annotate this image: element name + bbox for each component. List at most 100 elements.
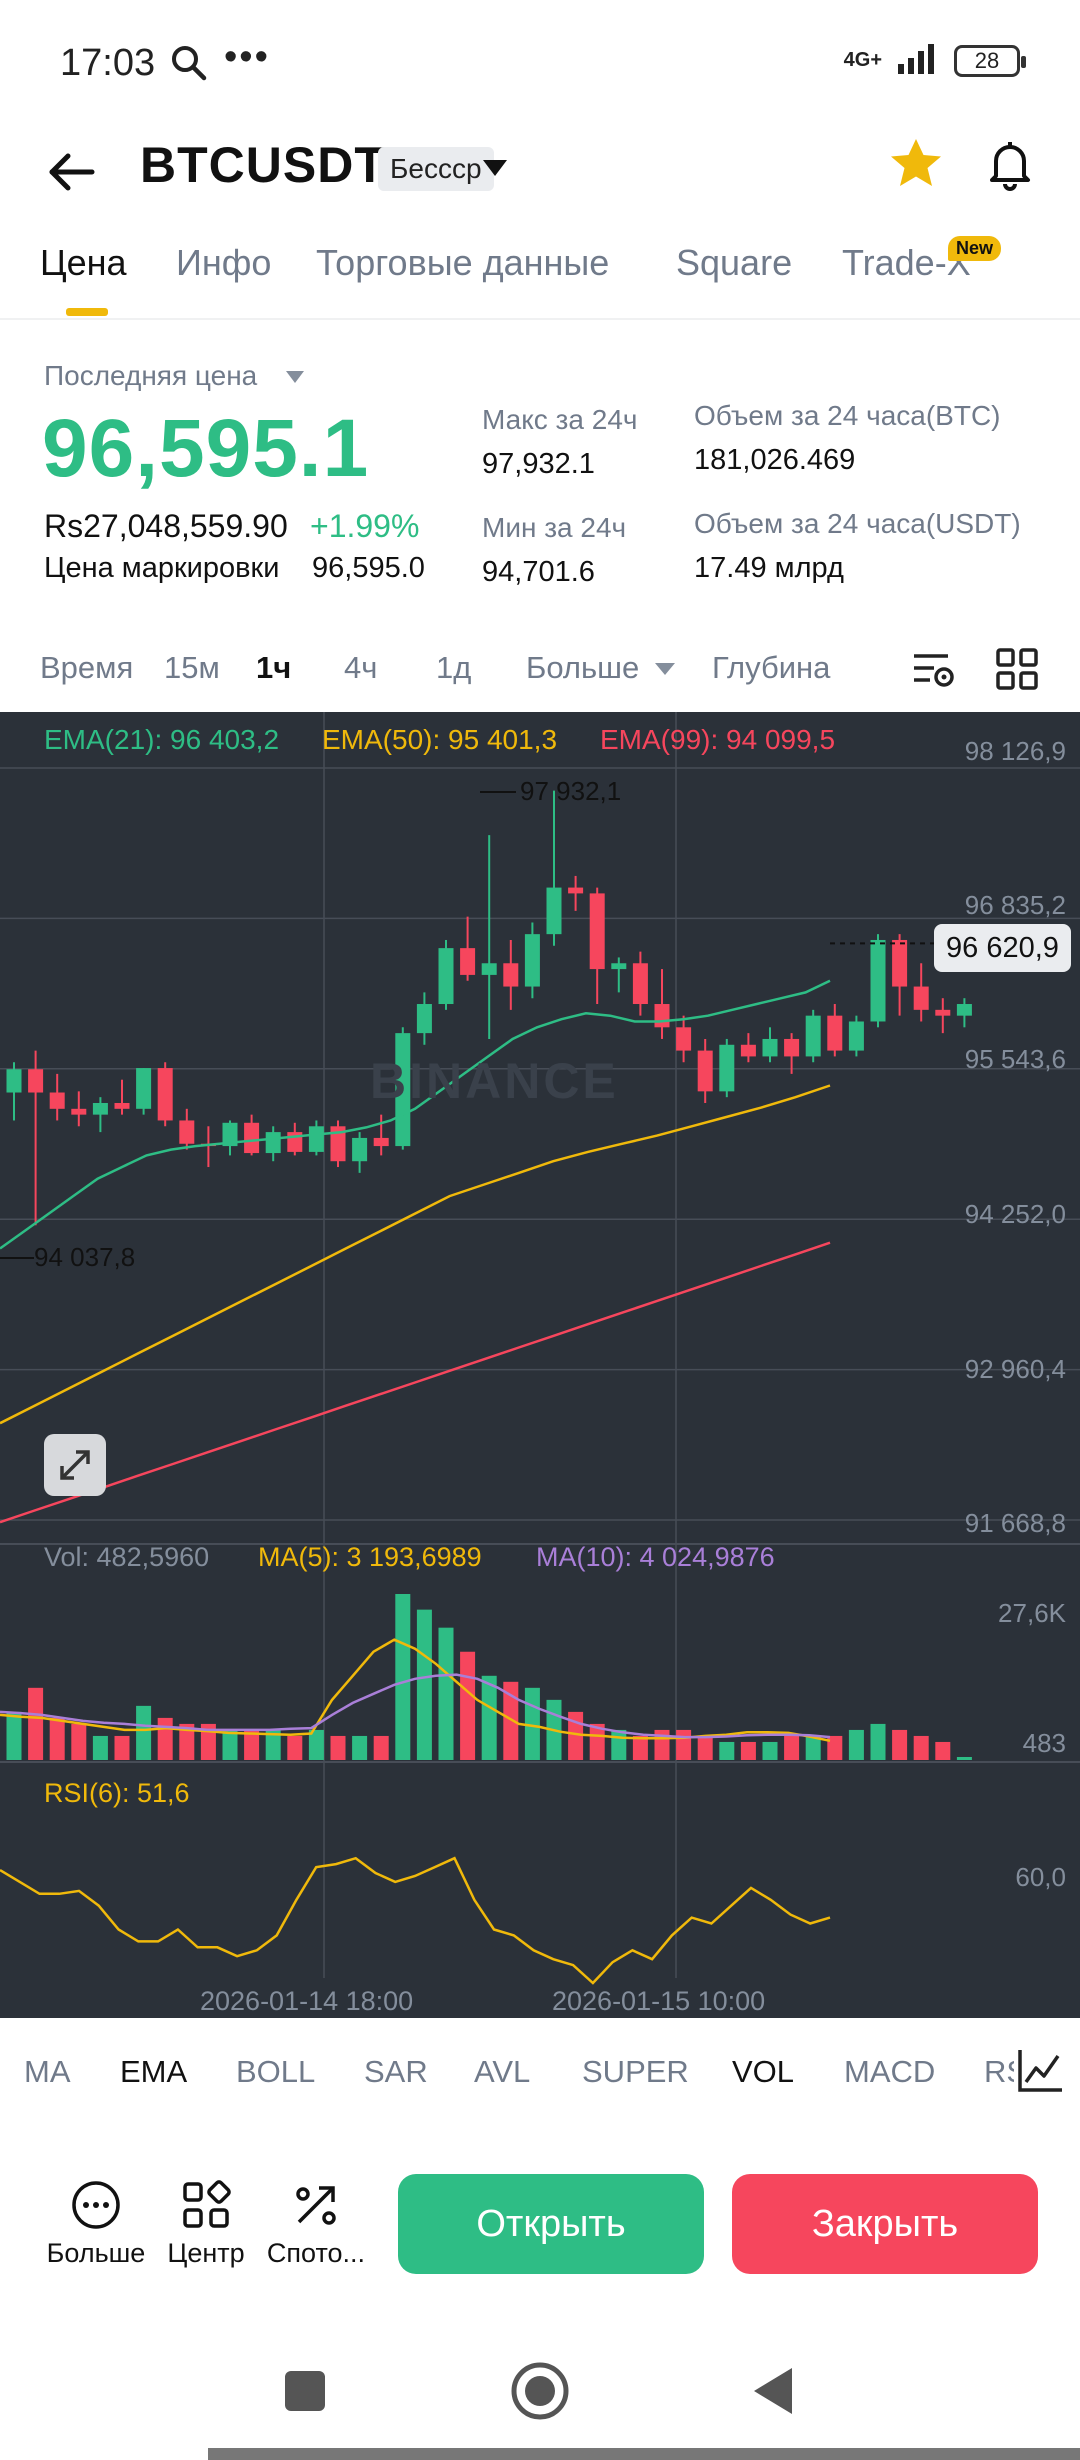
indicator-super[interactable]: SUPER <box>582 2054 689 2089</box>
indicator-vol[interactable]: VOL <box>732 2054 795 2089</box>
indicator-sar[interactable]: SAR <box>364 2054 428 2089</box>
tab-square[interactable]: Square <box>676 242 793 283</box>
interval-1h[interactable]: 1ч <box>256 650 292 685</box>
low-marker-label: 94 037,8 <box>34 1242 136 1272</box>
volume-bar <box>49 1717 65 1760</box>
spot-label: Спото... <box>266 2238 366 2268</box>
close-position-button[interactable]: Закрыть <box>732 2174 1038 2274</box>
volume-bar <box>179 1723 195 1760</box>
date-label: 2026-01-14 18:00 <box>200 1986 414 2016</box>
candle-body <box>913 986 929 1010</box>
more-dots-icon: ••• <box>224 36 270 78</box>
price-tick: 95 543,6 <box>964 1044 1066 1074</box>
indicator-macd[interactable]: MACD <box>844 2054 936 2089</box>
caret-down-icon <box>655 663 675 675</box>
volume-bar <box>114 1735 130 1760</box>
back-nav-button[interactable] <box>740 2356 810 2426</box>
volume-bar <box>892 1729 908 1760</box>
candle-body <box>956 1004 972 1016</box>
indicator-ma[interactable]: MA <box>24 2054 71 2089</box>
tab-trading-data[interactable]: Торговые данные <box>316 242 610 283</box>
indicator-settings-button[interactable] <box>1014 2044 1068 2098</box>
more-circle-icon <box>72 2181 120 2229</box>
volume-bar <box>330 1735 346 1760</box>
open-position-button[interactable]: Открыть <box>398 2174 704 2274</box>
local-currency-price: Rs27,048,559.90 <box>44 508 288 544</box>
symbol-title[interactable]: BTCUSDT <box>140 137 386 193</box>
indicator-avl[interactable]: AVL <box>474 2054 531 2089</box>
volume-bar <box>740 1741 756 1760</box>
favorite-button[interactable] <box>886 134 946 194</box>
volume-bar <box>157 1717 173 1760</box>
home-button[interactable] <box>505 2356 575 2426</box>
bell-icon <box>990 142 1030 191</box>
contract-badge: Бессср <box>378 147 494 191</box>
indicator-boll[interactable]: BOLL <box>236 2054 316 2089</box>
candle-body <box>179 1120 195 1144</box>
interval-15m[interactable]: 15м <box>164 650 220 685</box>
mark-price-label: Цена маркировки <box>44 552 280 584</box>
interval-more[interactable]: Больше <box>526 650 640 685</box>
indicator-ema[interactable]: EMA <box>120 2054 188 2089</box>
volume-bar <box>611 1729 627 1760</box>
recents-button[interactable] <box>270 2356 340 2426</box>
interval-1d[interactable]: 1д <box>436 650 472 685</box>
candle-body <box>308 1126 324 1152</box>
candle-body <box>892 939 908 987</box>
last-price-label[interactable]: Последняя цена <box>44 360 258 391</box>
tab-info[interactable]: Инфо <box>176 242 272 283</box>
volume-bar <box>71 1723 87 1760</box>
volume-bar <box>524 1687 540 1760</box>
volume-bar <box>460 1651 476 1760</box>
date-label: 2026-01-15 10:00 <box>552 1986 766 2016</box>
candle-body <box>611 963 627 970</box>
header: BTCUSDT Бессср <box>0 120 1080 230</box>
candle-body <box>352 1137 368 1162</box>
price-tick: 96 835,2 <box>964 890 1066 920</box>
expand-icon <box>60 1450 90 1480</box>
candle-body <box>524 934 540 987</box>
spot-button[interactable]: Спото... <box>246 2178 386 2288</box>
back-button[interactable] <box>44 142 104 202</box>
volume-bar <box>870 1723 886 1760</box>
more-button[interactable]: Больше <box>26 2178 166 2288</box>
candle-body <box>136 1068 152 1109</box>
status-right: 4G+ 28 <box>844 42 1026 79</box>
symbol-dropdown-button[interactable] <box>482 158 508 178</box>
line-chart-icon <box>1018 2050 1062 2092</box>
mark-price-value: 96,595.0 <box>312 552 425 584</box>
volume-bar <box>416 1609 432 1760</box>
price-tick: 94 252,0 <box>964 1199 1066 1229</box>
candle-body <box>676 1027 692 1051</box>
candle-body <box>244 1122 260 1154</box>
status-time: 17:03 <box>60 42 156 84</box>
fullscreen-button[interactable] <box>44 1434 106 1496</box>
volume-tick: 27,6K <box>998 1598 1066 1628</box>
alert-button[interactable] <box>980 134 1040 194</box>
interval-time[interactable]: Время <box>40 650 134 685</box>
candlestick-chart[interactable]: BINANCE EMA(21): 96 403,2 EMA(50): 95 40… <box>0 712 1080 2018</box>
chart-settings-icon <box>914 654 954 687</box>
square-icon <box>285 2371 325 2411</box>
high-marker-label: 97 932,1 <box>520 776 622 806</box>
volume-bar <box>92 1735 108 1760</box>
rsi-tick: 60,0 <box>1015 1862 1066 1892</box>
volume-bar <box>848 1729 864 1760</box>
volume-bar <box>913 1735 929 1760</box>
candle-body <box>330 1126 346 1162</box>
last-price: 96,595.1 <box>42 403 370 494</box>
candle-body <box>265 1132 281 1154</box>
candle-body <box>373 1137 389 1147</box>
chart-settings-button[interactable] <box>908 644 958 694</box>
candle-body <box>157 1068 173 1121</box>
center-button[interactable]: Центр <box>136 2178 276 2288</box>
price-change-percent: +1.99% <box>310 508 420 544</box>
candle-body <box>222 1122 238 1147</box>
system-nav-bar <box>0 2318 1080 2460</box>
interval-4h[interactable]: 4ч <box>344 650 378 685</box>
candle-body <box>481 963 497 975</box>
layout-grid-button[interactable] <box>992 644 1042 694</box>
interval-depth[interactable]: Глубина <box>712 650 831 685</box>
candle-body <box>49 1092 65 1109</box>
tab-price[interactable]: Цена <box>40 242 127 283</box>
